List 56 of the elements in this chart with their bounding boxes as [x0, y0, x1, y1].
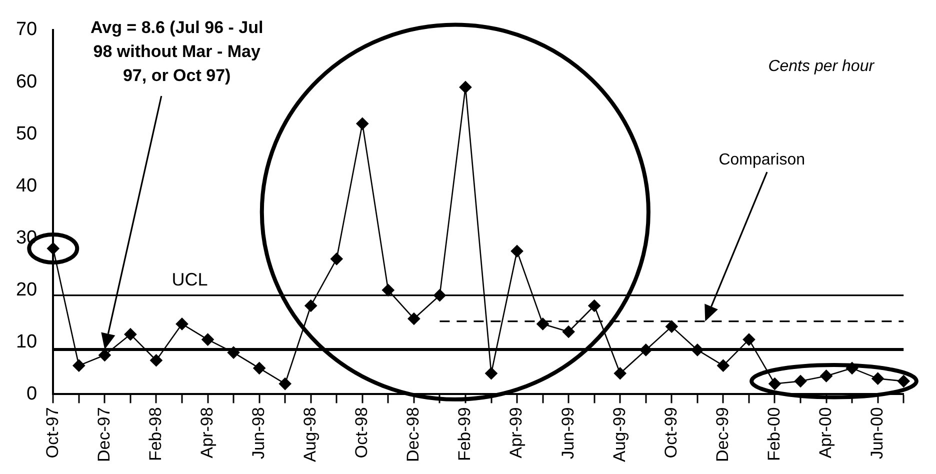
point: [536, 318, 549, 330]
x-tick-label: Dec-99: [712, 407, 732, 462]
x-tick-label: Oct-98: [352, 407, 372, 458]
point: [872, 372, 884, 385]
annotation: Avg = 8.6 (Jul 96 - Jul 98 without Mar - May 97, or Oct 97): [90, 18, 264, 86]
x-tick-label: Apr-99: [506, 407, 526, 458]
x-tick-label: Dec-98: [404, 407, 423, 462]
point: [768, 378, 781, 390]
point: [897, 375, 910, 388]
point: [150, 354, 162, 367]
point: [46, 242, 60, 255]
point: [304, 300, 317, 312]
point: [253, 362, 266, 374]
ref-line-label: UCL: [172, 269, 208, 290]
point: [408, 312, 420, 325]
point: [330, 252, 343, 266]
x-tick-label: Apr-98: [197, 407, 216, 458]
annotation: Comparison: [718, 151, 805, 168]
x-tick-label: Jun-99: [558, 407, 578, 460]
y-tick-label: 70: [16, 19, 38, 40]
y-tick-label: 20: [16, 279, 38, 300]
point: [562, 326, 575, 338]
point: [459, 81, 472, 94]
x-tick-label: Oct-97: [42, 407, 62, 458]
x-tick-label: Oct-99: [661, 407, 680, 458]
point: [356, 117, 369, 130]
point: [742, 333, 756, 346]
point: [485, 367, 498, 380]
x-tick-label: Jun-98: [248, 407, 268, 460]
point: [72, 359, 86, 372]
point: [820, 370, 832, 382]
x-tick-label: Jun-00: [868, 407, 887, 460]
point: [278, 378, 292, 390]
point: [382, 284, 394, 296]
point: [510, 244, 524, 258]
point: [124, 328, 137, 340]
x-tick-label: Apr-00: [816, 407, 835, 458]
point: [666, 320, 678, 333]
x-tick-label: Aug-99: [610, 407, 629, 462]
point: [614, 367, 626, 380]
annotation: Cents per hour: [768, 58, 875, 75]
x-tick-label: Aug-98: [300, 407, 320, 462]
y-tick-label: 40: [16, 175, 38, 196]
x-tick-label: Feb-99: [455, 407, 474, 462]
x-tick-label: Feb-98: [146, 407, 165, 462]
y-tick-label: 50: [16, 123, 38, 144]
point: [717, 359, 730, 372]
point: [176, 318, 188, 330]
point: [202, 333, 214, 346]
y-tick-label: 0: [26, 383, 38, 404]
x-tick-label: Feb-00: [764, 407, 784, 462]
point: [794, 375, 807, 388]
point: [588, 300, 600, 312]
y-tick-label: 10: [16, 331, 38, 352]
y-tick-label: 60: [16, 71, 38, 92]
x-tick-label: Dec-97: [94, 407, 114, 462]
